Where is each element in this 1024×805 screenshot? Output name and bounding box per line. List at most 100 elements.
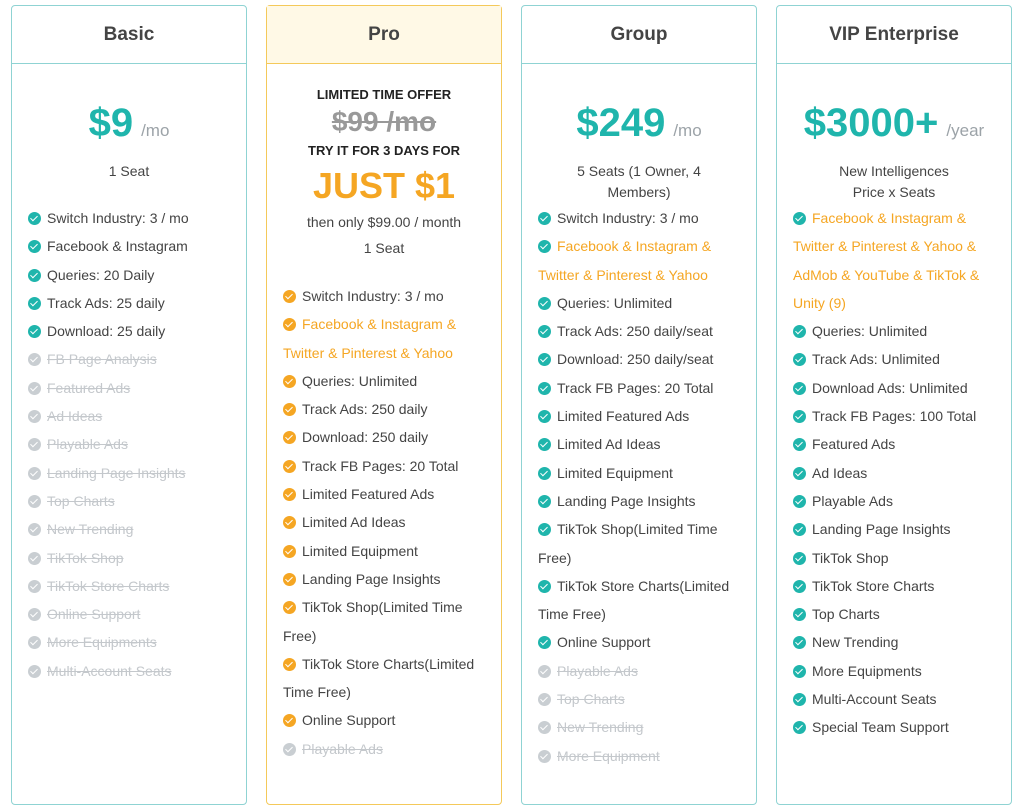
feature-item: Landing Page Insights [793, 515, 997, 543]
check-circle-icon [538, 325, 551, 339]
unavailable-check-icon [28, 494, 41, 508]
check-circle-icon [793, 381, 806, 395]
unavailable-check-icon [28, 636, 41, 650]
feature-label: Download: 25 daily [47, 323, 166, 340]
feature-item: Download: 250 daily [283, 423, 487, 451]
just-price-text: JUST $1 [312, 165, 456, 206]
check-circle-icon [538, 438, 551, 452]
plan-title: Pro [267, 6, 501, 64]
feature-item: Ad Ideas [793, 459, 997, 487]
feature-label: New Trending [812, 634, 899, 651]
check-circle-icon [283, 488, 296, 502]
feature-label: Multi-Account Seats [47, 662, 172, 679]
feature-list: Switch Industry: 3 / mo Facebook & Instag… [538, 204, 742, 770]
feature-item: TikTok Shop(Limited Time Free) [283, 593, 487, 650]
check-circle-icon [538, 353, 551, 367]
check-circle-icon [28, 240, 41, 254]
check-circle-icon [793, 693, 806, 707]
price: $249/mo [522, 101, 756, 146]
feature-label: New Trending [47, 521, 134, 538]
check-circle-icon [793, 353, 806, 367]
plan-card-group: Group $249/mo 5 Seats (1 Owner, 4 Member… [521, 5, 757, 805]
unavailable-check-icon [28, 410, 41, 424]
price-amount: $3000+ [803, 101, 939, 145]
feature-label: Track FB Pages: 20 Total [302, 457, 459, 474]
feature-item: Track FB Pages: 20 Total [538, 374, 742, 402]
seats-line: 5 Seats (1 Owner, 4 [577, 163, 701, 179]
feature-item: Track FB Pages: 20 Total [283, 452, 487, 480]
feature-item: More Equipments [793, 657, 997, 685]
feature-item: Switch Industry: 3 / mo [283, 282, 487, 310]
check-circle-icon [793, 466, 806, 480]
feature-item: FB Page Analysis [28, 345, 232, 373]
feature-label: Featured Ads [47, 379, 131, 396]
seats-line-2: Members) [607, 184, 671, 200]
feature-item: Limited Ad Ideas [283, 508, 487, 536]
feature-item: Facebook & Instagram & Twitter & Pintere… [283, 310, 487, 367]
seats-line-2: Price x Seats [852, 184, 936, 200]
price-unit: /mo [673, 121, 702, 140]
try-text-label: TRY IT FOR 3 DAYS FOR [308, 143, 460, 158]
price-amount: $9 [88, 101, 134, 145]
unavailable-check-icon [538, 664, 551, 678]
feature-item: Limited Featured Ads [283, 480, 487, 508]
check-circle-icon [793, 410, 806, 424]
feature-label: Online Support [47, 606, 141, 623]
feature-label: Queries: Unlimited [557, 294, 673, 311]
feature-label: Special Team Support [812, 719, 949, 736]
feature-item: Queries: Unlimited [793, 317, 997, 345]
feature-item: Special Team Support [793, 713, 997, 741]
feature-item: Playable Ads [793, 487, 997, 515]
check-circle-icon [538, 579, 551, 593]
feature-item: More Equipments [28, 628, 232, 656]
feature-item: Playable Ads [283, 735, 487, 763]
unavailable-check-icon [538, 721, 551, 735]
check-circle-icon [793, 664, 806, 678]
feature-label: Top Charts [47, 492, 115, 509]
old-price: $99 /mo [267, 106, 501, 142]
feature-label: Multi-Account Seats [812, 691, 937, 708]
then-text: then only $99.00 / month [306, 214, 462, 230]
check-circle-icon [283, 403, 296, 417]
check-circle-icon [538, 296, 551, 310]
feature-item: TikTok Store Charts(Limited Time Free) [283, 650, 487, 707]
feature-item: TikTok Shop [28, 544, 232, 572]
feature-item: Limited Ad Ideas [538, 430, 742, 458]
feature-label: Facebook & Instagram & Twitter & Pintere… [538, 238, 712, 283]
feature-item: Switch Industry: 3 / mo [28, 204, 232, 232]
old-price-text: $99 /mo [331, 106, 437, 137]
unavailable-check-icon [28, 381, 41, 395]
feature-item: TikTok Shop [793, 544, 997, 572]
feature-item: Track Ads: Unlimited [793, 345, 997, 373]
feature-label: Queries: 20 Daily [47, 266, 155, 283]
seats-line: 1 Seat [108, 163, 150, 179]
feature-label: Track Ads: 25 daily [47, 294, 165, 311]
price: $9/mo [12, 101, 246, 146]
feature-label: Landing Page Insights [302, 570, 441, 587]
feature-item: Queries: Unlimited [283, 367, 487, 395]
feature-item: Multi-Account Seats [28, 657, 232, 685]
check-circle-icon [538, 494, 551, 508]
check-circle-icon [793, 494, 806, 508]
feature-label: Track FB Pages: 20 Total [557, 379, 714, 396]
feature-item: Featured Ads [28, 374, 232, 402]
feature-item: Top Charts [28, 487, 232, 515]
feature-label: Landing Page Insights [47, 464, 186, 481]
check-circle-icon [283, 572, 296, 586]
feature-label: TikTok Shop(Limited Time Free) [283, 599, 463, 644]
check-circle-icon [283, 374, 296, 388]
feature-item: Track Ads: 250 daily/seat [538, 317, 742, 345]
feature-label: Landing Page Insights [557, 492, 696, 509]
feature-label: Top Charts [812, 606, 880, 623]
feature-item: Top Charts [793, 600, 997, 628]
feature-item: Featured Ads [793, 430, 997, 458]
try-text: TRY IT FOR 3 DAYS FOR [267, 140, 501, 161]
offer-title: LIMITED TIME OFFER [267, 84, 501, 105]
feature-label: Queries: Unlimited [302, 372, 418, 389]
feature-item: Online Support [283, 706, 487, 734]
feature-label: TikTok Store Charts [47, 577, 170, 594]
feature-item: Playable Ads [28, 430, 232, 458]
check-circle-icon [793, 608, 806, 622]
check-circle-icon [793, 721, 806, 735]
check-circle-icon [538, 240, 551, 254]
